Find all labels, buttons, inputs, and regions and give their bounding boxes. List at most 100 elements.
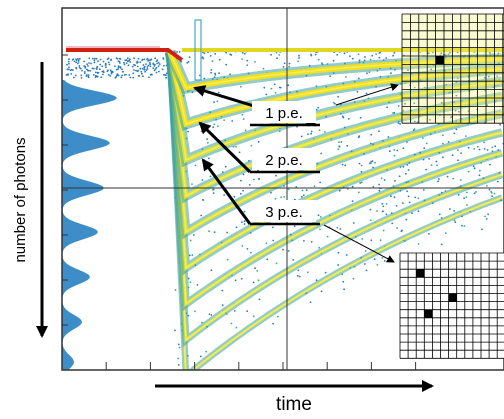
dot (352, 58, 354, 60)
dot (234, 196, 236, 198)
dot (358, 135, 360, 137)
dot (116, 69, 118, 71)
dot (128, 74, 130, 76)
dot (378, 184, 380, 186)
dot (81, 70, 83, 72)
dot (457, 159, 459, 161)
dot (318, 214, 320, 216)
dot (374, 258, 376, 260)
dot (163, 74, 165, 76)
dot (142, 68, 144, 70)
dot (147, 58, 149, 60)
dot (277, 316, 279, 318)
dot (490, 191, 492, 193)
dot (121, 68, 123, 70)
dot (489, 164, 491, 166)
dot (132, 77, 134, 79)
dot (259, 299, 261, 301)
dot (378, 130, 380, 132)
dot (105, 66, 107, 68)
dot (190, 281, 192, 283)
dot (226, 232, 228, 234)
dot (129, 59, 131, 61)
dot (202, 56, 204, 58)
dot (129, 77, 131, 79)
dot (258, 279, 260, 281)
dot (439, 213, 441, 215)
dot (365, 250, 367, 252)
dot (358, 192, 360, 194)
dot (124, 64, 126, 66)
dot (178, 364, 180, 366)
dot (447, 176, 449, 178)
dot (150, 65, 152, 67)
dot (202, 199, 204, 201)
dot (189, 56, 191, 58)
dot (66, 74, 68, 76)
dot (199, 75, 201, 77)
dot (235, 279, 237, 281)
dot (359, 59, 361, 61)
dot (466, 204, 468, 206)
dot (343, 288, 345, 290)
dot (442, 134, 444, 136)
dot (213, 189, 215, 191)
dot (449, 208, 451, 210)
dot (386, 203, 388, 205)
dot (379, 57, 381, 59)
dot (187, 131, 189, 133)
dot (344, 52, 346, 54)
dot (139, 61, 141, 63)
dot (107, 71, 109, 73)
dot (219, 59, 221, 61)
dot (110, 59, 112, 61)
dot (75, 62, 77, 64)
dot (401, 230, 403, 232)
dot (227, 259, 229, 261)
dot (479, 149, 481, 151)
dot (399, 175, 401, 177)
dot (72, 59, 74, 61)
dot (437, 180, 439, 182)
dot (191, 183, 193, 185)
pixel (416, 269, 424, 277)
dot (141, 73, 143, 75)
dot (231, 120, 233, 122)
dot (241, 58, 243, 60)
dot (460, 152, 462, 154)
dot (88, 62, 90, 64)
dot (165, 74, 167, 76)
dot (405, 219, 407, 221)
dot (242, 114, 244, 116)
dot (123, 62, 125, 64)
dot (246, 64, 248, 66)
dot (491, 195, 493, 197)
dot (156, 63, 158, 65)
dot (392, 112, 394, 114)
dot (270, 54, 272, 56)
dot (108, 57, 110, 59)
dot (223, 119, 225, 121)
dot (132, 66, 134, 68)
dot (494, 193, 496, 195)
dot (394, 155, 396, 157)
dot (68, 66, 70, 68)
dot (381, 177, 383, 179)
y-axis-label: number of photons (12, 137, 29, 262)
dot (298, 57, 300, 59)
dot (137, 70, 139, 72)
dot (276, 263, 278, 265)
dot (344, 164, 346, 166)
dot (79, 65, 81, 67)
dot (460, 179, 462, 181)
dot (81, 77, 83, 79)
dot (109, 64, 111, 66)
dot (120, 76, 122, 78)
dot (216, 100, 218, 102)
dot (372, 160, 374, 162)
dot (103, 61, 105, 63)
dot (80, 68, 82, 70)
dot (210, 72, 212, 74)
dot (242, 52, 244, 54)
dot (399, 123, 401, 125)
